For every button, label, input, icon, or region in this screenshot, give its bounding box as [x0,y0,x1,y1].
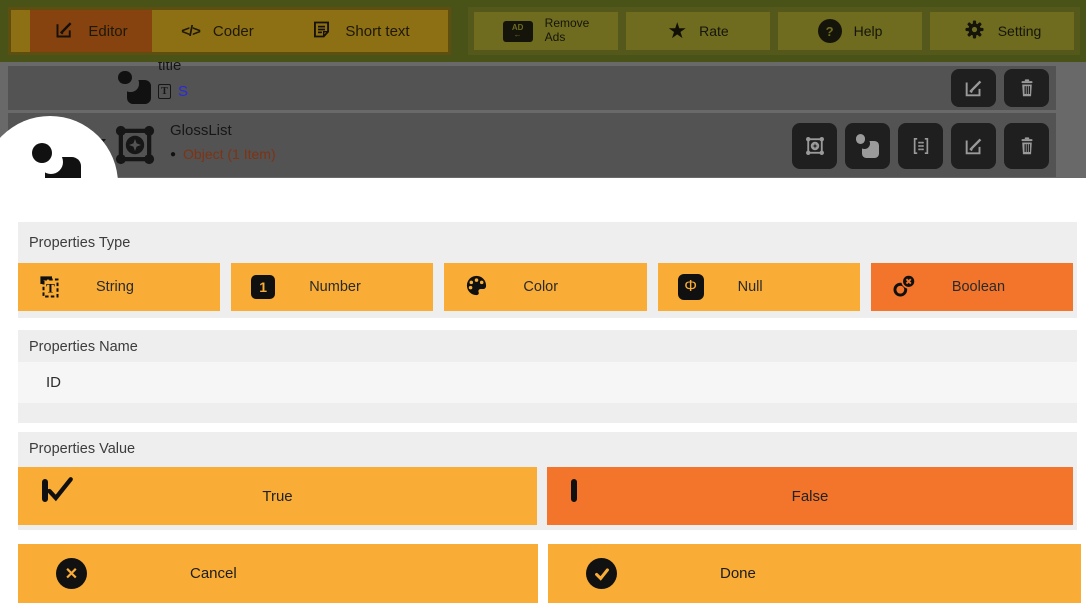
code-icon: </> [181,22,201,40]
json-tree: title T S [0,62,1086,178]
tab-label: Editor [88,22,128,40]
edit-icon [54,19,75,44]
properties-name-section: Properties Name ID [18,330,1077,423]
rate-label: Rate [699,23,729,39]
value-label: False [791,487,829,505]
rate-button[interactable]: ★ Rate [626,12,770,50]
section-label: Properties Value [29,441,136,457]
type-options: T String 1 Number Co [18,263,1074,311]
type-boolean-button[interactable]: Boolean [870,263,1074,311]
cancel-label: Cancel [190,565,237,582]
done-label: Done [720,565,756,582]
tab-group: Editor </> Coder Short text [8,7,451,55]
star-icon: ★ [667,18,688,43]
cancel-circle-icon: ✕ [56,558,87,589]
app-logo-icon [855,134,880,158]
value-false-button[interactable]: False [547,467,1073,525]
palette-icon [464,273,489,302]
note-icon [311,19,332,44]
property-name-input[interactable]: ID [18,362,1077,403]
value-true-button[interactable]: True [18,467,537,525]
null-icon: Φ [677,274,704,300]
gear-icon [963,18,986,44]
string-type-icon: T [158,84,171,99]
properties-value-section: Properties Value True False [18,432,1077,530]
section-label: Properties Name [29,339,138,355]
properties-type-section: Properties Type T String 1 Number [18,222,1077,318]
remove-ads-label: Remove Ads [544,16,590,44]
type-string-button[interactable]: T String [18,263,221,311]
type-null-button[interactable]: Φ Null [657,263,860,311]
help-label: Help [853,23,883,39]
tab-coder[interactable]: </> Coder [152,10,283,52]
section-label: Properties Type [29,235,131,251]
edit-button[interactable] [951,123,996,169]
property-dialog: Properties Type T String 1 Number [0,178,1086,610]
done-button[interactable]: Done [548,544,1081,603]
type-label: String [96,279,134,295]
tab-short-text[interactable]: Short text [283,10,438,52]
toolbar-actions: AD ← Remove Ads ★ Rate ? Help [468,7,1080,55]
type-number-button[interactable]: 1 Number [231,263,434,311]
value-label: True [262,487,293,505]
question-icon: ? [817,19,842,43]
type-label: Number [309,279,361,295]
array-button[interactable] [898,123,943,169]
row-actions [784,123,1049,169]
help-button[interactable]: ? Help [778,12,922,50]
string-node-icon [118,70,152,104]
done-circle-icon [586,558,617,589]
setting-label: Setting [997,23,1042,39]
type-label: Color [523,279,559,295]
checkbox-checked-icon [42,477,73,502]
string-icon: T [40,276,59,298]
object-node-icon [112,122,158,173]
type-label: Null [737,279,763,295]
tab-label: Short text [345,22,410,40]
add-child-button[interactable] [845,123,890,169]
tree-row-glosslist[interactable]: GlossList ● Object (1 Item) [8,113,1056,177]
value-options: True False [18,467,1077,525]
tab-label: Coder [212,22,254,40]
node-subline: T S [158,83,188,100]
checkbox-empty-icon [571,479,577,502]
bullet-icon: ● [170,148,177,160]
node-title: GlossList [170,122,232,139]
type-letter: S [178,83,189,100]
tab-editor[interactable]: Editor [30,10,152,52]
node-title: title [158,62,182,74]
type-label: Boolean [951,279,1006,295]
boolean-icon [891,272,918,303]
row-actions [943,69,1049,107]
tree-row-title[interactable]: title T S [8,62,1056,110]
cancel-button[interactable]: ✕ Cancel [18,544,538,603]
number-icon: 1 [251,275,276,299]
setting-button[interactable]: Setting [930,12,1074,50]
edit-button[interactable] [951,69,996,107]
node-subline: ● Object (1 Item) [170,146,276,162]
select-object-button[interactable] [792,123,837,169]
toolbar: Editor </> Coder Short text [0,0,1086,62]
delete-button[interactable] [1004,69,1049,107]
type-color-button[interactable]: Color [444,263,647,311]
remove-ads-button[interactable]: AD ← Remove Ads [474,12,618,50]
svg-text:T: T [46,281,55,296]
delete-button[interactable] [1004,123,1049,169]
node-meta: Object (1 Item) [183,146,276,162]
ad-icon: AD ← [502,20,533,42]
